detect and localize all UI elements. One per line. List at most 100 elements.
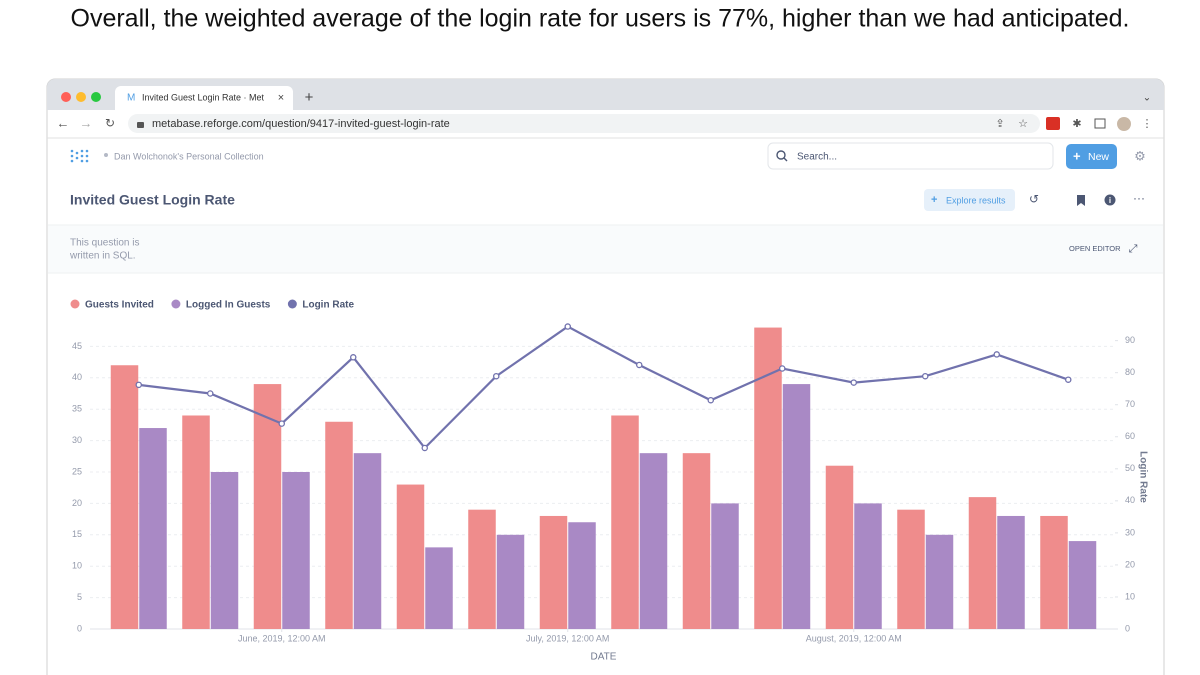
bar xyxy=(611,415,639,629)
bar xyxy=(682,453,711,629)
bar xyxy=(110,365,139,629)
bar xyxy=(182,415,210,629)
refresh-icon[interactable]: ↺ xyxy=(1029,192,1039,206)
bar xyxy=(353,453,382,629)
bar xyxy=(897,509,925,629)
search-placeholder: Search... xyxy=(797,152,837,163)
bar xyxy=(425,547,453,629)
open-editor[interactable]: OPEN EDITOR xyxy=(1069,244,1121,253)
line-point xyxy=(993,351,1001,358)
back[interactable]: ← xyxy=(57,115,70,130)
y2-tick-label: 90 xyxy=(1125,335,1135,345)
legend-swatch xyxy=(70,299,80,309)
zoom-dot[interactable] xyxy=(91,92,101,102)
bar xyxy=(496,534,525,629)
bar xyxy=(568,522,596,629)
y2-tick-label: 40 xyxy=(1125,495,1135,505)
url: metabase.reforge.com/question/9417-invit… xyxy=(152,118,450,130)
line-point xyxy=(922,372,929,380)
new-tab[interactable]: + xyxy=(305,89,314,106)
y-tick-label: 25 xyxy=(72,466,82,476)
line-point xyxy=(636,361,643,369)
tab-bar xyxy=(47,79,1164,110)
y2-tick-label: 10 xyxy=(1125,591,1135,601)
line-point xyxy=(278,420,285,427)
y-tick-label: 40 xyxy=(72,372,82,382)
bar xyxy=(825,465,854,629)
bar xyxy=(997,515,1025,629)
lock-icon xyxy=(137,122,144,128)
bar xyxy=(782,384,811,629)
x-tick-label: June, 2019, 12:00 AM xyxy=(238,633,326,643)
sidebar-icon[interactable] xyxy=(1094,118,1106,129)
extension[interactable] xyxy=(1046,117,1060,130)
menu-icon[interactable]: ⋮ xyxy=(1142,118,1153,130)
reload[interactable]: ↻ xyxy=(105,116,115,130)
logo[interactable] xyxy=(70,149,89,163)
settings-icon[interactable]: ⚙ xyxy=(1134,148,1146,163)
close-dot[interactable] xyxy=(61,92,71,102)
explore-button[interactable] xyxy=(924,189,1015,211)
bookmark-icon[interactable] xyxy=(1077,195,1085,206)
tab-menu[interactable]: ⌄ xyxy=(1143,93,1151,104)
bar xyxy=(253,384,282,629)
bar xyxy=(754,327,782,629)
line-point xyxy=(349,354,357,361)
x-tick-label: July, 2019, 12:00 AM xyxy=(526,633,609,643)
bar xyxy=(396,484,425,629)
avatar[interactable] xyxy=(1117,117,1131,131)
x-tick-label: August, 2019, 12:00 AM xyxy=(806,633,902,643)
bar xyxy=(711,503,739,629)
forward[interactable]: → xyxy=(80,115,93,130)
y2-tick-label: 60 xyxy=(1125,431,1135,441)
new-label: New xyxy=(1088,151,1109,163)
more-icon[interactable]: ··· xyxy=(1133,191,1145,205)
sql-note-panel xyxy=(48,225,1163,273)
line-point xyxy=(206,390,214,397)
search-icon xyxy=(783,157,788,162)
bar xyxy=(1040,515,1068,629)
search-box[interactable] xyxy=(767,142,1054,170)
tab-close[interactable]: × xyxy=(278,92,284,104)
info-icon[interactable] xyxy=(1104,194,1116,206)
new-button[interactable] xyxy=(1066,144,1117,169)
active-tab[interactable] xyxy=(115,86,293,110)
minimize-dot[interactable] xyxy=(76,92,86,102)
star-icon[interactable]: ☆ xyxy=(1018,118,1028,130)
bar xyxy=(282,472,310,629)
line-point xyxy=(135,381,142,389)
info-glyph: i xyxy=(1109,196,1111,205)
expand-icon[interactable]: ⤢ xyxy=(1129,243,1138,255)
search-icon xyxy=(776,150,786,160)
legend-label: Login Rate xyxy=(302,300,354,311)
y2-tick-label: 30 xyxy=(1125,527,1135,537)
line-point xyxy=(564,323,572,330)
legend-label: Logged In Guests xyxy=(186,300,271,311)
y2-tick-label: 0 xyxy=(1125,623,1130,633)
sql-note: written in SQL. xyxy=(69,251,136,262)
bar xyxy=(968,497,997,629)
y-tick-label: 35 xyxy=(72,404,82,414)
bar xyxy=(468,509,496,629)
sql-note: This question is xyxy=(70,238,139,249)
bar xyxy=(1068,541,1097,629)
address-bar[interactable] xyxy=(128,114,1040,133)
person-icon xyxy=(104,153,108,157)
legend-swatch xyxy=(171,299,181,309)
caption: Overall, the weighted average of the log… xyxy=(71,5,1130,33)
chart: Guests Invited Logged In Guests Login Rate… xyxy=(70,299,1148,663)
breadcrumb[interactable]: Dan Wolchonok's Personal Collection xyxy=(114,151,264,161)
line-point xyxy=(492,372,500,380)
y2-tick-label: 20 xyxy=(1125,559,1135,569)
bar xyxy=(325,421,353,629)
share-icon[interactable]: ⇪ xyxy=(995,118,1004,130)
puzzle-icon[interactable]: ✱ xyxy=(1072,118,1081,130)
bar xyxy=(925,534,954,629)
y2-axis-label: Login Rate xyxy=(1137,451,1148,503)
x-axis-label: DATE xyxy=(591,652,617,663)
bar xyxy=(539,515,568,629)
line-point xyxy=(707,396,715,404)
line-point xyxy=(779,365,786,372)
y2-tick-label: 80 xyxy=(1125,367,1135,377)
new-icon: + xyxy=(1073,148,1081,163)
